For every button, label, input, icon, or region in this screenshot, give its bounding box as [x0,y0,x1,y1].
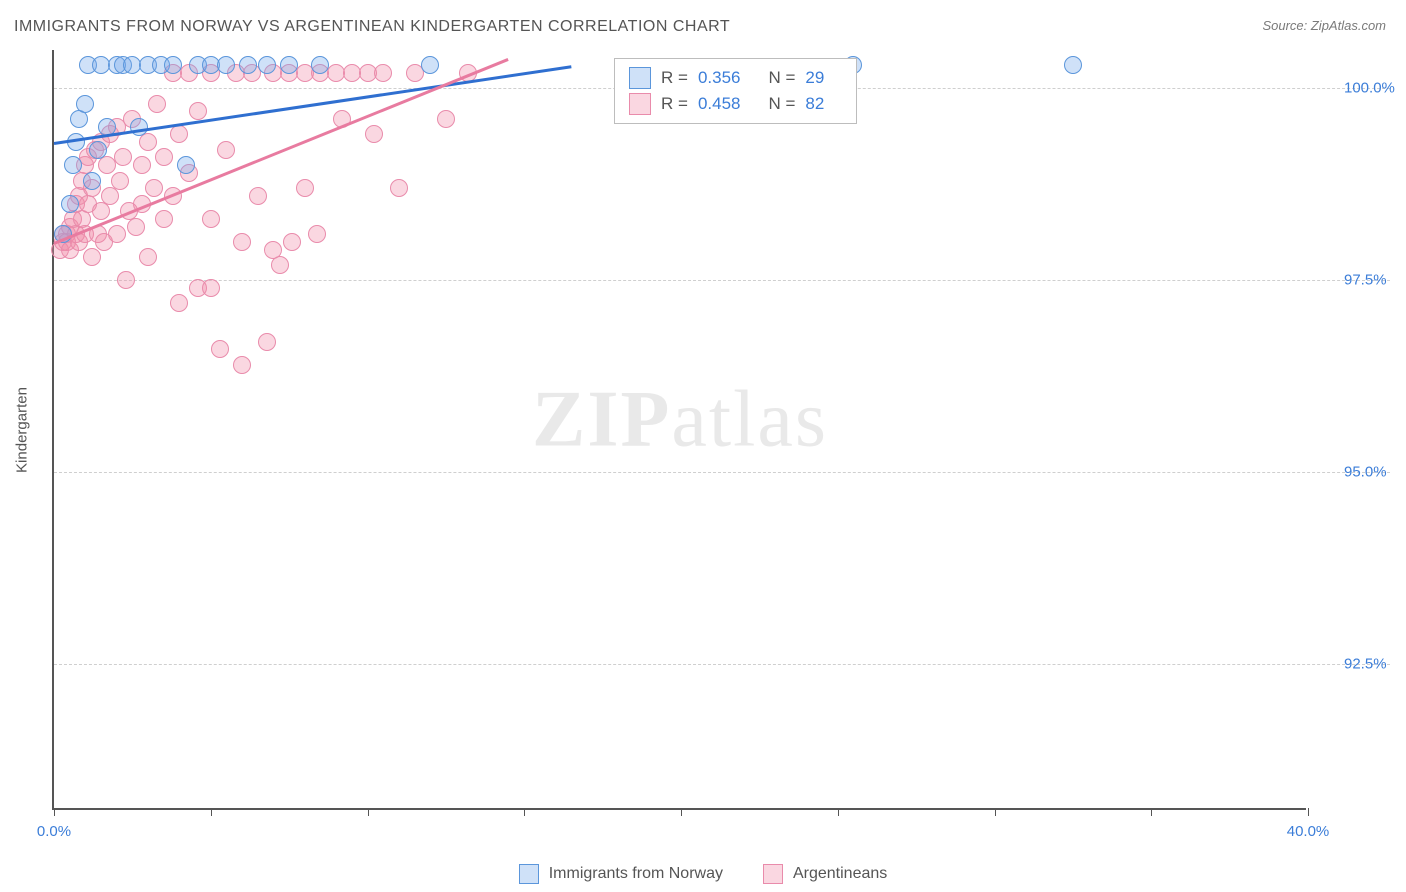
scatter-point [202,210,220,228]
scatter-point [117,271,135,289]
y-tick-label: 100.0% [1344,80,1395,97]
watermark-light: atlas [671,375,828,463]
scatter-point [145,179,163,197]
legend-n-label: N = [768,68,795,88]
legend-r-value: 0.356 [698,68,741,88]
scatter-point [139,133,157,151]
scatter-point [133,156,151,174]
y-tick-label: 97.5% [1344,272,1387,289]
gridline [54,472,1390,473]
legend-row: R = 0.356 N = 29 [629,65,842,91]
gridline [54,664,1390,665]
scatter-point [170,294,188,312]
scatter-point [92,202,110,220]
scatter-point [70,110,88,128]
legend-r-label: R = [661,68,688,88]
gridline [54,280,1390,281]
x-tick-label: 0.0% [37,823,71,840]
scatter-point [108,225,126,243]
scatter-point [217,141,235,159]
scatter-point [114,148,132,166]
scatter-point [374,64,392,82]
scatter-point [283,233,301,251]
scatter-point [127,218,145,236]
scatter-point [189,102,207,120]
x-tick [54,808,55,816]
x-tick [995,808,996,816]
scatter-point [76,95,94,113]
legend-r-label: R = [661,94,688,114]
x-tick-label: 40.0% [1287,823,1330,840]
scatter-point [164,56,182,74]
legend-label: Argentineans [793,865,887,883]
scatter-point [249,187,267,205]
x-tick [681,808,682,816]
scatter-point [421,56,439,74]
scatter-point [390,179,408,197]
scatter-point [101,187,119,205]
legend-item: Argentineans [763,864,887,884]
scatter-point [89,141,107,159]
scatter-point [280,56,298,74]
legend-n-value: 82 [805,94,824,114]
scatter-point [233,356,251,374]
legend-label: Immigrants from Norway [549,865,723,883]
scatter-point [308,225,326,243]
scatter-point [217,56,235,74]
chart-title: IMMIGRANTS FROM NORWAY VS ARGENTINEAN KI… [14,18,730,36]
scatter-point [177,156,195,174]
watermark: ZIPatlas [532,374,828,465]
scatter-point [437,110,455,128]
scatter-point [296,179,314,197]
x-tick [524,808,525,816]
scatter-point [1064,56,1082,74]
scatter-point [365,125,383,143]
scatter-point [233,233,251,251]
scatter-point [271,256,289,274]
legend-swatch [629,93,651,115]
scatter-point [239,56,257,74]
x-tick [1308,808,1309,816]
x-tick [1151,808,1152,816]
scatter-point [83,172,101,190]
scatter-point [139,248,157,266]
legend-r-value: 0.458 [698,94,741,114]
legend-swatch [629,67,651,89]
scatter-point [155,148,173,166]
watermark-bold: ZIP [532,375,671,463]
y-tick-label: 95.0% [1344,464,1387,481]
x-tick [838,808,839,816]
scatter-point [202,279,220,297]
y-axis-label: Kindergarten [14,387,31,473]
scatter-point [61,195,79,213]
scatter-point [155,210,173,228]
x-tick [211,808,212,816]
scatter-point [148,95,166,113]
scatter-point [258,333,276,351]
scatter-point [111,172,129,190]
legend-bottom: Immigrants from Norway Argentineans [0,864,1406,884]
scatter-point [311,56,329,74]
plot-area: ZIPatlas 92.5%95.0%97.5%100.0%0.0%40.0%R… [52,50,1306,810]
legend-row: R = 0.458 N = 82 [629,91,842,117]
scatter-point [211,340,229,358]
legend-item: Immigrants from Norway [519,864,723,884]
legend-swatch [519,864,539,884]
legend-correlation-box: R = 0.356 N = 29 R = 0.458 N = 82 [614,58,857,124]
legend-n-label: N = [768,94,795,114]
scatter-point [258,56,276,74]
scatter-point [83,248,101,266]
scatter-point [170,125,188,143]
y-tick-label: 92.5% [1344,656,1387,673]
scatter-point [64,156,82,174]
legend-n-value: 29 [805,68,824,88]
legend-swatch [763,864,783,884]
x-tick [368,808,369,816]
source-attribution: Source: ZipAtlas.com [1262,18,1386,33]
